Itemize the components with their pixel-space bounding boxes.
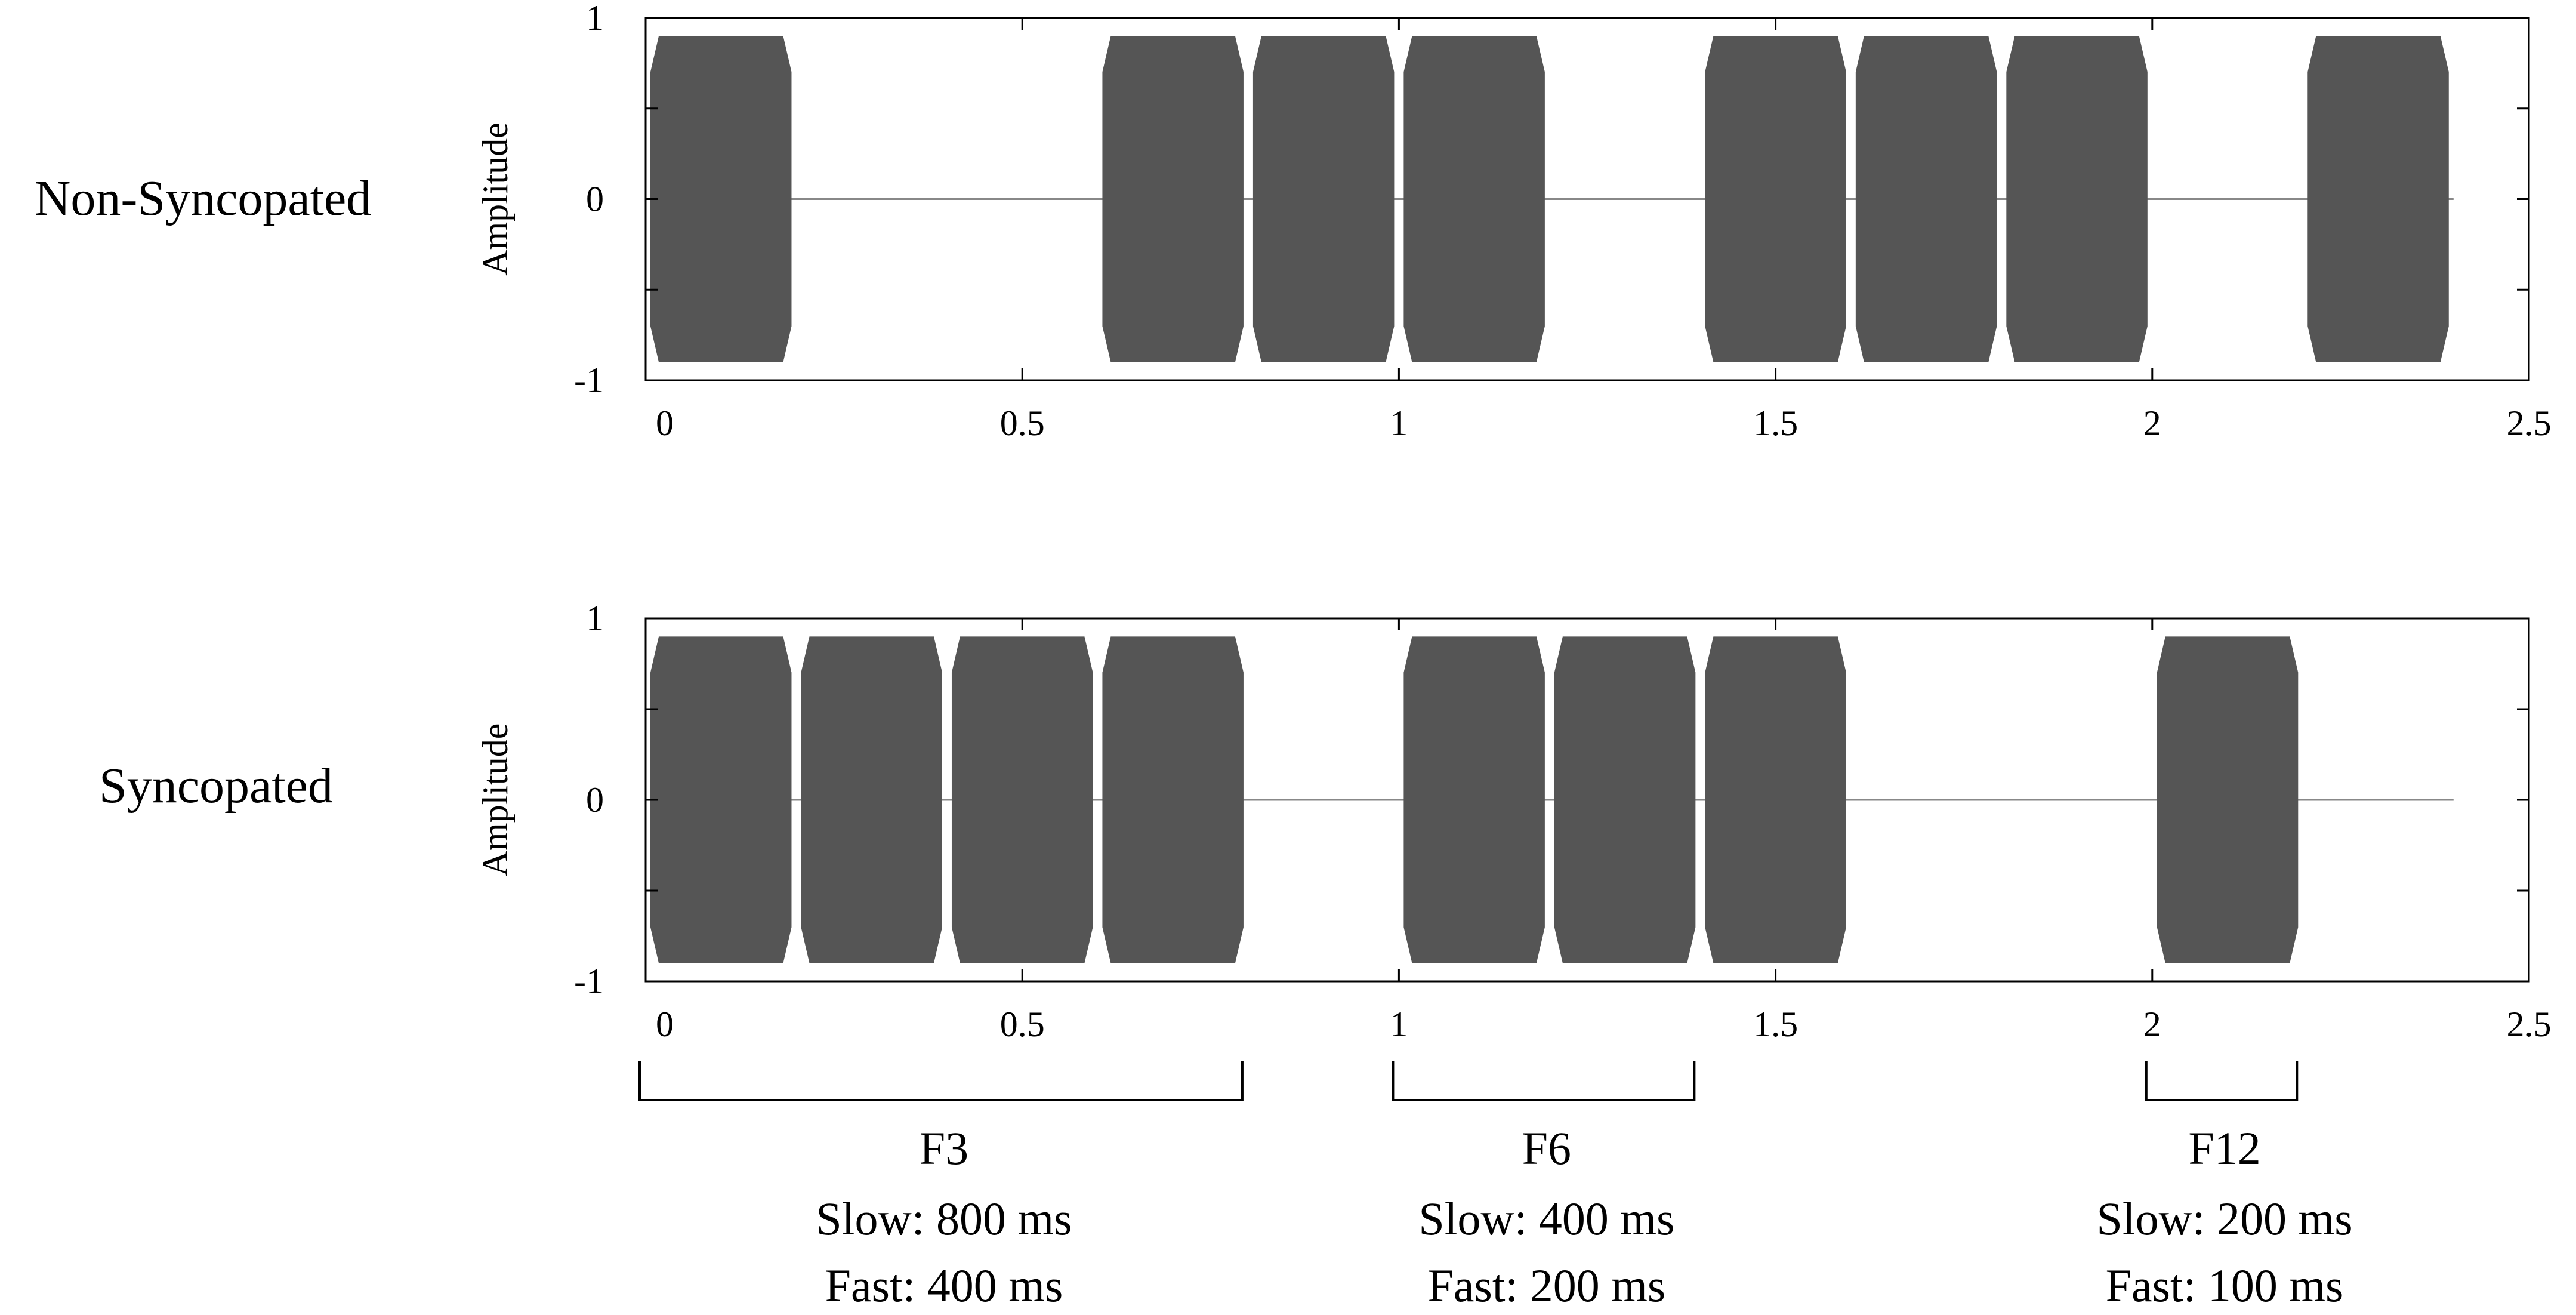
bracket xyxy=(638,1061,1244,1101)
x-tick-label: 2.5 xyxy=(2507,1005,2552,1044)
tone-burst xyxy=(1403,636,1545,963)
x-tick-label: 0 xyxy=(656,1005,674,1044)
tone-burst xyxy=(1554,636,1696,963)
x-tick-label: 1 xyxy=(1390,1005,1408,1044)
x-tick-label: 1 xyxy=(1390,404,1408,443)
annotation-slow: Slow: 200 ms xyxy=(2097,1193,2353,1245)
tone-burst xyxy=(1102,636,1244,963)
x-tick-label: 1.5 xyxy=(1753,1005,1798,1044)
bracket xyxy=(2145,1061,2299,1101)
tone-burst xyxy=(2307,36,2449,362)
tone-burst xyxy=(951,636,1093,963)
x-tick-label: 0 xyxy=(656,404,674,443)
annotation-name: F12 xyxy=(2188,1122,2260,1174)
y-axis-title: Amplitude xyxy=(476,122,515,276)
row-label: Syncopated xyxy=(99,758,333,814)
frequency-annotation-1: F3 Slow: 800 ms Fast: 400 ms xyxy=(638,1061,1244,1311)
tone-burst xyxy=(1855,36,1997,362)
annotation-slow: Slow: 800 ms xyxy=(816,1193,1072,1245)
annotation-fast: Fast: 100 ms xyxy=(2106,1259,2344,1311)
tone-burst xyxy=(1403,36,1545,362)
annotation-fast: Fast: 400 ms xyxy=(825,1259,1063,1311)
x-tick-label: 2 xyxy=(2143,404,2161,443)
frequency-annotation-3: F12 Slow: 200 ms Fast: 100 ms xyxy=(2097,1061,2353,1311)
y-tick-label: -1 xyxy=(574,361,604,400)
bracket xyxy=(1392,1061,1696,1101)
annotation-fast: Fast: 200 ms xyxy=(1428,1259,1666,1311)
x-tick-label: 0.5 xyxy=(1000,404,1045,443)
tone-burst xyxy=(1705,36,1846,362)
tone-burst xyxy=(2006,36,2148,362)
y-tick-label: 0 xyxy=(586,180,604,219)
annotation-name: F6 xyxy=(1522,1122,1571,1174)
x-tick-label: 0.5 xyxy=(1000,1005,1045,1044)
tone-burst xyxy=(1252,36,1395,362)
frequency-annotation-2: F6 Slow: 400 ms Fast: 200 ms xyxy=(1392,1061,1696,1311)
y-tick-label: 1 xyxy=(586,0,604,38)
annotation-name: F3 xyxy=(920,1122,968,1174)
row-label: Non-Syncopated xyxy=(35,171,372,226)
tone-burst xyxy=(650,636,792,963)
tone-burst xyxy=(1102,36,1244,362)
chart-panel-2: Syncopated Amplitude 0 0.5 1 1.5 2 2.5 1 0 -1 xyxy=(99,599,2551,1044)
y-axis-title: Amplitude xyxy=(476,723,515,877)
tone-burst xyxy=(1705,636,1846,963)
y-tick-label: -1 xyxy=(574,962,604,1001)
tone-burst xyxy=(801,636,942,963)
y-tick-label: 1 xyxy=(586,599,604,638)
annotation-slow: Slow: 400 ms xyxy=(1418,1193,1674,1245)
tone-burst xyxy=(2157,636,2299,963)
x-tick-label: 2 xyxy=(2143,1005,2161,1044)
chart-panel-1: Non-Syncopated Amplitude 0 0.5 1 1.5 2 2.5 1 0 -1 xyxy=(35,0,2552,443)
y-tick-label: 0 xyxy=(586,780,604,820)
tone-burst xyxy=(650,36,792,362)
x-tick-label: 1.5 xyxy=(1753,404,1798,443)
x-tick-label: 2.5 xyxy=(2507,404,2552,443)
